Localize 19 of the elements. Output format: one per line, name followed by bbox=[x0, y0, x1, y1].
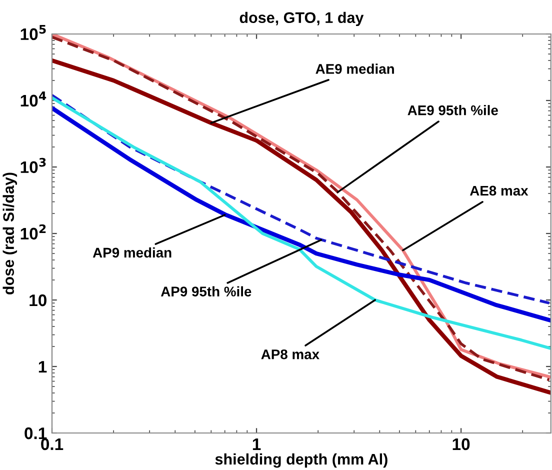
y-tick-label: 10$^{5}$ bbox=[20, 25, 46, 40]
annotation: AP8 max bbox=[261, 349, 320, 360]
y-tick-label: 1 bbox=[38, 361, 47, 373]
annotation: AE8 max bbox=[470, 186, 528, 196]
x-tick-label: 0.1 bbox=[41, 438, 64, 450]
y-tick-label: 0.1 bbox=[24, 427, 47, 440]
annotation: AE9 median bbox=[316, 64, 394, 74]
y-tick-label: 10 bbox=[30, 294, 46, 306]
y-tick-label: 10$^{3}$ bbox=[20, 158, 46, 174]
annotation: AP9 median bbox=[92, 247, 172, 258]
chart-title: dose, GTO, 1 day bbox=[240, 12, 364, 26]
x-tick-label: 1 bbox=[252, 438, 261, 450]
annotation: AE9 95th %ile bbox=[408, 105, 498, 116]
x-axis-title: shielding depth (mm Al) bbox=[215, 453, 388, 468]
y-axis-title: dose (rad Si/day) bbox=[2, 172, 18, 294]
y-tick-label: 10$^{2}$ bbox=[20, 224, 46, 240]
annotation: AP9 95th %ile bbox=[160, 286, 252, 296]
y-tick-label: 10$^{4}$ bbox=[20, 92, 46, 107]
x-tick-label: 10 bbox=[452, 438, 470, 450]
